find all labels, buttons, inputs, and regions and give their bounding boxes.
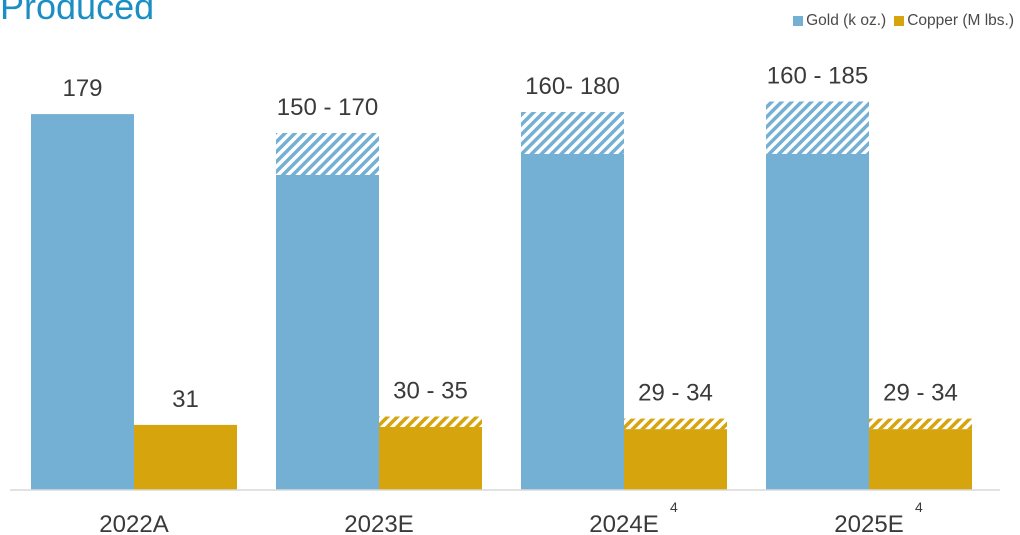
data-label-gold-2024E: 160- 180 [525,73,620,100]
legend-item-copper: Copper (M lbs.) [894,12,1014,30]
x-tick-footnote-2025E: 4 [915,499,923,515]
legend-swatch-gold [793,16,804,26]
data-label-copper-2024E: 29 - 34 [638,380,713,407]
x-tick-label-2023E: 2023E [344,511,413,535]
bars-layer [31,101,972,490]
data-label-copper-2023E: 30 - 35 [393,378,468,405]
ticks-layer: 2022A 2023E 2024E 4 2025E 4 [99,499,923,535]
bar-gold-2025E [766,154,869,490]
x-tick-label-2025E: 2025E [834,511,903,535]
data-label-gold-2023E: 150 - 170 [277,94,378,121]
bar-range-gold-2025E [766,101,869,154]
legend-swatch-copper [894,16,905,26]
bar-range-copper-2023E [379,416,482,427]
bar-gold-2024E [521,154,624,490]
bar-gold-2023E [276,175,379,490]
data-label-copper-2025E: 29 - 34 [883,380,958,407]
data-label-copper-2022A: 31 [172,386,199,413]
chart-legend: Gold (k oz.) Copper (M lbs.) [793,12,1014,30]
bar-range-copper-2024E [624,418,727,430]
x-tick-label-2024E: 2024E [589,511,658,535]
x-tick-footnote-2024E: 4 [670,499,678,515]
data-label-gold-2022A: 179 [62,75,102,102]
bar-copper-2022A [134,424,237,490]
chart-title: Produced [0,0,155,27]
labels-layer: 179 31 150 - 170 30 - 35 160- 180 29 - 34 160 … [62,63,957,413]
legend-label-copper: Copper (M lbs.) [907,12,1014,29]
bar-copper-2023E [379,427,482,490]
bar-copper-2025E [869,429,972,490]
legend-item-gold: Gold (k oz.) [793,12,886,30]
x-tick-label-2022A: 2022A [99,511,168,535]
bar-range-copper-2025E [869,418,972,430]
legend-label-gold: Gold (k oz.) [806,12,887,29]
bar-range-gold-2024E [521,112,624,154]
bar-range-gold-2023E [276,133,379,175]
bar-gold-2022A [31,114,134,490]
data-label-gold-2025E: 160 - 185 [767,63,868,90]
bar-copper-2024E [624,429,727,490]
